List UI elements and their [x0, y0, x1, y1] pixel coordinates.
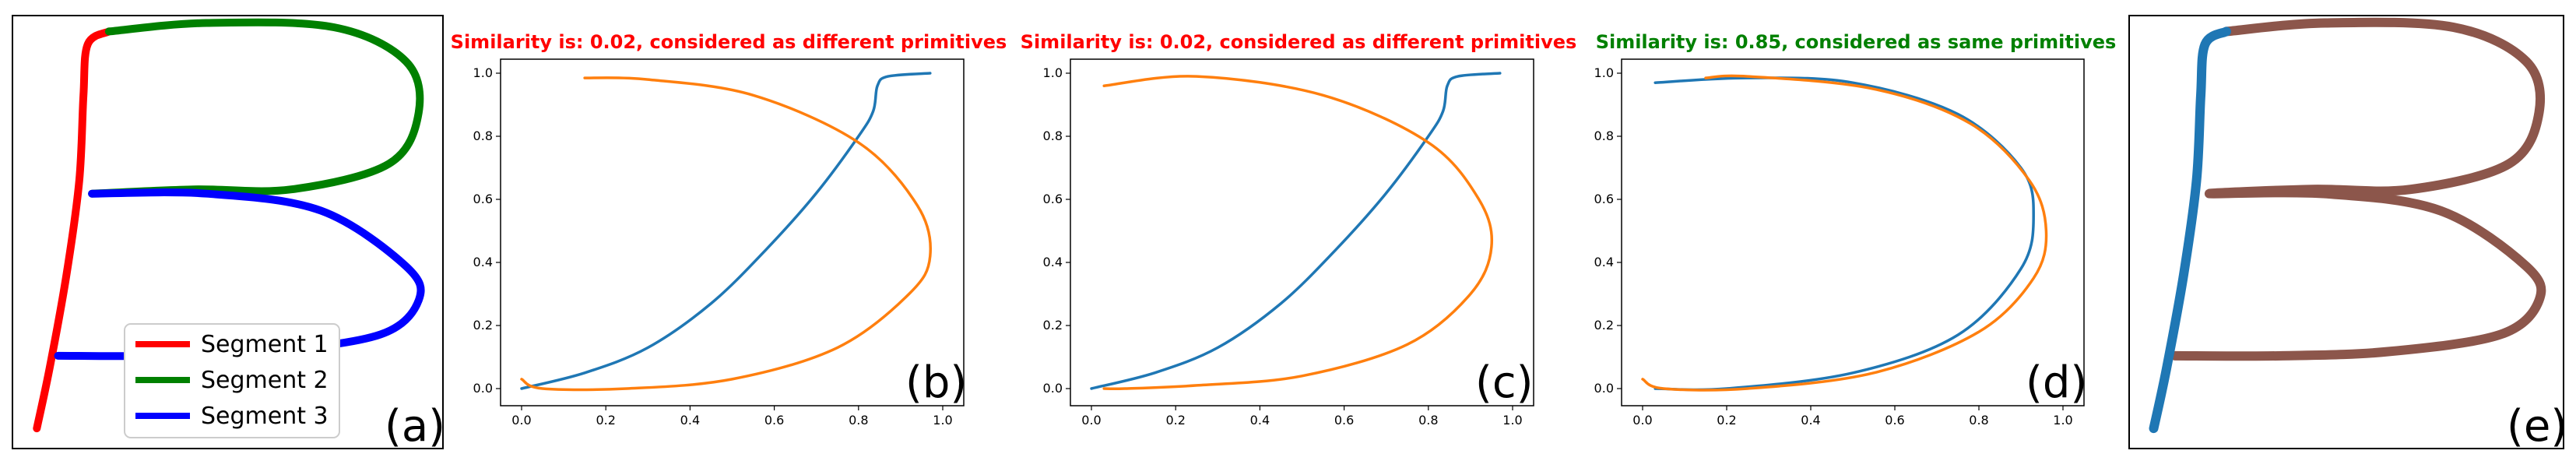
y-tick-label: 0.4: [1043, 255, 1063, 269]
curve-segment-b: [1102, 75, 1494, 391]
y-tick-label: 0.0: [473, 381, 493, 396]
legend-label-segment-1: Segment 1: [201, 331, 329, 358]
panel-c-ticks: 0.0 0.0 0.2 0.2 0.4 0.4 0.6 0.6 0.8 0.8 1.0 1.0: [1043, 65, 1523, 428]
panel-label-d: (d): [2026, 357, 2087, 408]
x-tick-label: 0.6: [1334, 413, 1354, 428]
x-tick-label: 0.8: [849, 413, 868, 428]
y-tick-label: 0.0: [1043, 381, 1063, 396]
stroke-stroke-1: [2149, 26, 2231, 434]
panel-d-title: Similarity is: 0.85, considered as same …: [1596, 31, 2117, 53]
panel-label-e: (e): [2507, 401, 2567, 452]
y-tick-label: 0.6: [1043, 192, 1063, 206]
y-tick-label: 0.4: [473, 255, 493, 269]
y-tick-label: 0.2: [473, 318, 493, 333]
panel-c-curves: [1090, 72, 1502, 391]
y-tick-label: 0.2: [1594, 318, 1614, 333]
curve-segment-a: [520, 72, 932, 390]
x-tick-label: 0.0: [1632, 413, 1652, 428]
x-tick-label: 0.0: [1081, 413, 1101, 428]
y-tick-label: 1.0: [473, 65, 493, 80]
y-tick-label: 0.4: [1594, 255, 1614, 269]
x-tick-label: 0.4: [680, 413, 700, 428]
stroke-segment-2: [88, 18, 424, 198]
y-tick-label: 0.8: [473, 128, 493, 143]
panel-c-plot-area: [1070, 58, 1534, 406]
panel-b-ticks: 0.0 0.0 0.2 0.2 0.4 0.4 0.6 0.6 0.8 0.8 1.0 1.0: [473, 65, 953, 428]
panel-e-curves: [2149, 17, 2546, 434]
stroke-stroke-2: [2170, 17, 2546, 361]
x-tick-label: 1.0: [2053, 413, 2072, 428]
stroke-segment-1: [33, 27, 113, 433]
x-tick-label: 0.6: [764, 413, 784, 428]
curve-segment-a: [1653, 76, 2035, 392]
x-tick-label: 0.4: [1250, 413, 1270, 428]
legend-label-segment-3: Segment 3: [201, 403, 329, 430]
x-tick-label: 0.6: [1885, 413, 1904, 428]
legend-label-segment-2: Segment 2: [201, 367, 329, 394]
panel-b-plot-area: [500, 58, 965, 406]
panel-b: Similarity is: 0.02, considered as diffe…: [451, 31, 1007, 428]
legend: Segment 1 Segment 2 Segment 3: [124, 323, 340, 438]
panel-d-ticks: 0.0 0.0 0.2 0.2 0.4 0.4 0.6 0.6 0.8 0.8 1.0 1.0: [1594, 65, 2073, 428]
legend-box: [124, 323, 340, 438]
y-tick-label: 1.0: [1594, 65, 1614, 80]
panel-c: Similarity is: 0.02, considered as diffe…: [1021, 31, 1577, 428]
y-tick-label: 0.0: [1594, 381, 1614, 396]
x-tick-label: 0.8: [1969, 413, 1988, 428]
x-tick-label: 0.4: [1801, 413, 1820, 428]
x-tick-label: 0.2: [1165, 413, 1185, 428]
panel-b-title: Similarity is: 0.02, considered as diffe…: [451, 31, 1007, 53]
panel-label-a: (a): [385, 401, 445, 452]
curve-segment-a: [1090, 72, 1502, 390]
x-tick-label: 0.8: [1418, 413, 1438, 428]
y-tick-label: 0.8: [1594, 128, 1614, 143]
y-tick-label: 0.6: [473, 192, 493, 206]
x-tick-label: 0.2: [1717, 413, 1736, 428]
panel-b-curves: [520, 72, 932, 392]
panel-d-plot-area: [1621, 58, 2085, 406]
y-tick-label: 1.0: [1043, 65, 1063, 80]
curve-segment-b: [520, 76, 932, 392]
panel-d: Similarity is: 0.85, considered as same …: [1594, 31, 2117, 428]
panel-d-curves: [1641, 74, 2048, 392]
x-tick-label: 1.0: [933, 413, 952, 428]
panel-a: Segment 1 Segment 2 Segment 3 (a): [12, 15, 445, 452]
panel-label-c: (c): [1475, 357, 1533, 408]
x-tick-label: 0.0: [511, 413, 531, 428]
y-tick-label: 0.2: [1043, 318, 1063, 333]
curve-segment-b: [1641, 74, 2048, 392]
panel-c-title: Similarity is: 0.02, considered as diffe…: [1021, 31, 1577, 53]
x-tick-label: 1.0: [1502, 413, 1522, 428]
panel-e: (e): [2128, 15, 2567, 452]
y-tick-label: 0.6: [1594, 192, 1614, 206]
panel-label-b: (b): [905, 357, 967, 408]
y-tick-label: 0.8: [1043, 128, 1063, 143]
x-tick-label: 0.2: [596, 413, 615, 428]
